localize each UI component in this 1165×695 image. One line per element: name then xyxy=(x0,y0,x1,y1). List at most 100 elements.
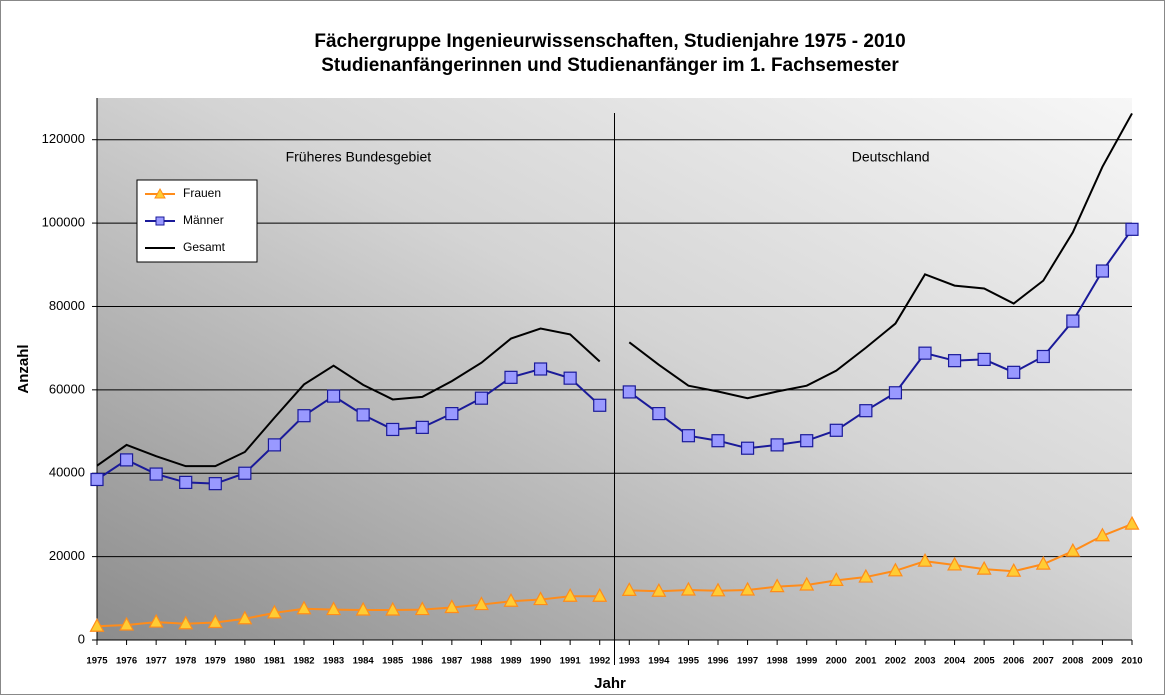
marker xyxy=(1036,349,1050,364)
x-tick-label: 1979 xyxy=(205,656,226,667)
marker xyxy=(592,587,608,602)
marker xyxy=(445,407,459,421)
x-tick-label: 2005 xyxy=(974,656,996,667)
marker xyxy=(119,616,135,631)
marker xyxy=(473,596,489,611)
marker xyxy=(800,434,814,448)
marker xyxy=(799,576,815,591)
y-axis-label: Anzahl xyxy=(15,344,32,393)
marker xyxy=(711,434,725,448)
marker xyxy=(977,352,991,367)
legend: Frauen Männer Gesamt xyxy=(136,179,258,263)
marker xyxy=(740,441,755,455)
x-tick-label: 1976 xyxy=(116,656,137,667)
x-tick-label: 2010 xyxy=(1121,656,1142,667)
legend-label: Frauen xyxy=(183,186,221,200)
x-tick-label: 2002 xyxy=(885,656,906,667)
x-tick-label: 1991 xyxy=(560,656,582,667)
chart-title: Fächergruppe Ingenieurwissenschaften, St… xyxy=(314,31,905,52)
region-label: Früheres Bundesgebiet xyxy=(286,149,432,165)
marker xyxy=(1095,264,1110,278)
marker xyxy=(622,385,636,399)
marker xyxy=(562,587,578,602)
marker xyxy=(326,601,342,616)
marker xyxy=(1094,527,1110,542)
x-tick-label: 1996 xyxy=(707,656,728,667)
marker xyxy=(917,552,933,567)
x-tick-label: 1981 xyxy=(264,656,286,667)
legend-label: Männer xyxy=(183,213,224,227)
x-tick-label: 1994 xyxy=(648,656,670,667)
marker xyxy=(651,582,667,597)
chart-subtitle: Studienanfängerinnen und Studienanfänger… xyxy=(321,55,899,76)
marker xyxy=(918,346,932,360)
marker xyxy=(947,556,963,571)
legend-marker xyxy=(155,216,165,226)
x-tick-label: 2000 xyxy=(826,656,847,667)
y-tick-label: 80000 xyxy=(49,298,85,313)
marker xyxy=(266,604,282,619)
marker xyxy=(533,591,549,606)
y-tick-label: 40000 xyxy=(49,465,85,480)
legend-marker xyxy=(154,187,166,199)
marker xyxy=(1125,222,1139,236)
x-tick-label: 2006 xyxy=(1003,656,1024,667)
x-tick-label: 2003 xyxy=(914,656,935,667)
x-tick-label: 1998 xyxy=(767,656,788,667)
x-tick-label: 2001 xyxy=(855,656,877,667)
x-tick-label: 1975 xyxy=(86,656,108,667)
marker xyxy=(385,601,401,616)
y-tick-label: 120000 xyxy=(42,131,85,146)
x-tick-label: 1978 xyxy=(175,656,196,667)
marker xyxy=(859,404,873,418)
marker xyxy=(238,466,252,480)
marker xyxy=(178,615,194,630)
series-line xyxy=(629,523,1133,593)
marker xyxy=(207,614,223,629)
marker xyxy=(474,391,489,405)
x-tick-label: 1999 xyxy=(796,656,817,667)
marker xyxy=(89,617,105,632)
x-tick-label: 1989 xyxy=(500,656,521,667)
x-tick-label: 1982 xyxy=(293,656,314,667)
series-line xyxy=(96,327,601,468)
x-tick-label: 1985 xyxy=(382,656,404,667)
marker xyxy=(1124,515,1140,530)
marker xyxy=(652,407,666,421)
marker xyxy=(355,601,371,616)
marker xyxy=(680,581,696,596)
marker xyxy=(179,475,193,490)
marker xyxy=(386,422,400,437)
x-tick-label: 1983 xyxy=(323,656,344,667)
marker xyxy=(1035,555,1051,570)
y-tick-label: 20000 xyxy=(49,548,85,563)
x-tick-label: 2009 xyxy=(1092,656,1113,667)
marker xyxy=(504,370,518,384)
x-tick-label: 1977 xyxy=(146,656,167,667)
series-line xyxy=(96,595,600,628)
marker xyxy=(858,568,874,583)
marker xyxy=(770,438,784,452)
marker xyxy=(503,592,519,607)
x-tick-label: 1995 xyxy=(678,656,700,667)
y-tick-label: 100000 xyxy=(42,215,85,230)
x-tick-label: 2008 xyxy=(1062,656,1083,667)
y-tick-label: 60000 xyxy=(49,381,85,396)
marker xyxy=(148,613,164,628)
x-tick-label: 2004 xyxy=(944,656,966,667)
marker xyxy=(208,477,222,491)
x-tick-label: 1980 xyxy=(234,656,255,667)
legend-label: Gesamt xyxy=(183,240,226,254)
x-tick-label: 1984 xyxy=(353,656,375,667)
marker xyxy=(828,572,844,586)
marker xyxy=(1006,562,1022,577)
marker xyxy=(769,578,785,593)
marker xyxy=(1065,542,1081,557)
marker xyxy=(593,398,607,412)
marker xyxy=(563,371,577,385)
x-tick-label: 1990 xyxy=(530,656,551,667)
marker xyxy=(829,423,843,437)
marker xyxy=(1007,365,1021,379)
marker xyxy=(356,408,370,422)
